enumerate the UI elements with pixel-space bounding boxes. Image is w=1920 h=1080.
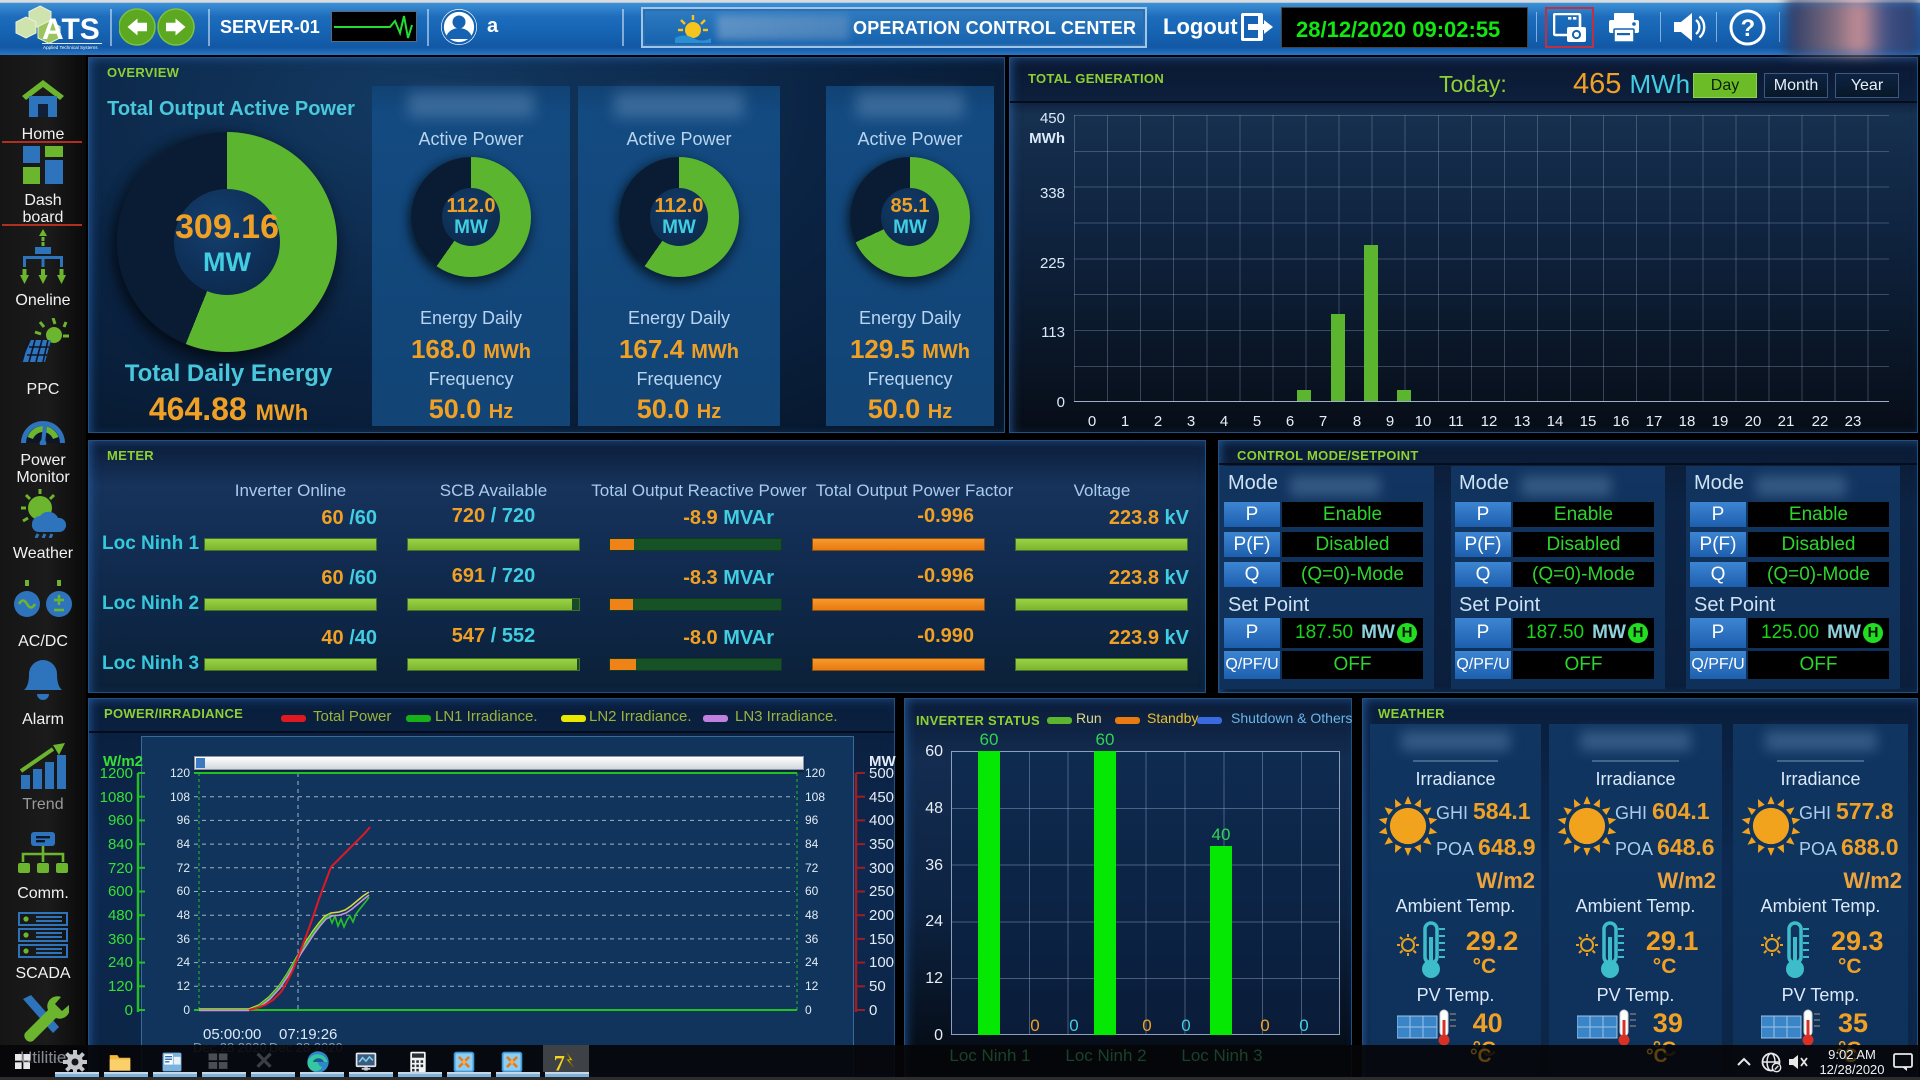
svg-text:ATS: ATS xyxy=(42,13,100,46)
svg-text:?: ? xyxy=(1741,15,1756,42)
svg-text:7: 7 xyxy=(554,1051,565,1074)
svg-text:Applied Technical Systems: Applied Technical Systems xyxy=(43,45,98,50)
